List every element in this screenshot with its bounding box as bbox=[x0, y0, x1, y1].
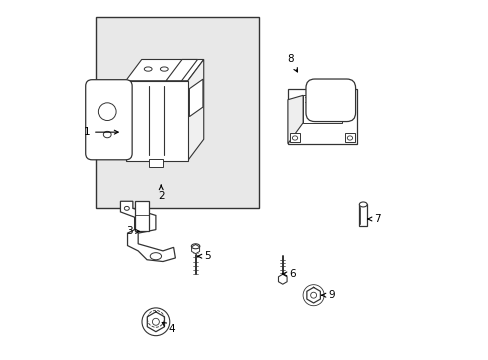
Bar bbox=[287, 89, 356, 144]
Circle shape bbox=[142, 308, 169, 336]
FancyBboxPatch shape bbox=[305, 79, 355, 122]
Bar bbox=[135, 201, 148, 231]
Polygon shape bbox=[191, 244, 199, 254]
Text: 7: 7 bbox=[367, 214, 380, 224]
Text: 1: 1 bbox=[83, 127, 118, 137]
Polygon shape bbox=[147, 312, 164, 332]
Ellipse shape bbox=[191, 244, 200, 249]
Polygon shape bbox=[287, 95, 303, 144]
Polygon shape bbox=[125, 81, 187, 161]
Text: 5: 5 bbox=[197, 251, 210, 261]
FancyBboxPatch shape bbox=[85, 80, 132, 160]
Bar bbox=[96, 17, 258, 208]
Circle shape bbox=[147, 310, 164, 327]
Text: 2: 2 bbox=[158, 185, 164, 201]
Polygon shape bbox=[189, 79, 203, 117]
Ellipse shape bbox=[359, 202, 366, 207]
Polygon shape bbox=[125, 59, 203, 81]
Text: 8: 8 bbox=[286, 54, 297, 72]
Polygon shape bbox=[166, 59, 197, 81]
Polygon shape bbox=[278, 274, 286, 284]
Polygon shape bbox=[306, 287, 320, 303]
Text: 9: 9 bbox=[321, 290, 334, 300]
Polygon shape bbox=[120, 201, 175, 261]
Bar bbox=[303, 95, 341, 123]
Text: 4: 4 bbox=[162, 323, 175, 334]
Polygon shape bbox=[187, 59, 203, 161]
Text: 3: 3 bbox=[126, 226, 139, 237]
Bar bbox=[344, 134, 355, 142]
Bar bbox=[289, 134, 300, 142]
Text: 6: 6 bbox=[282, 269, 295, 279]
Bar bbox=[359, 204, 366, 226]
Bar bbox=[149, 159, 163, 167]
